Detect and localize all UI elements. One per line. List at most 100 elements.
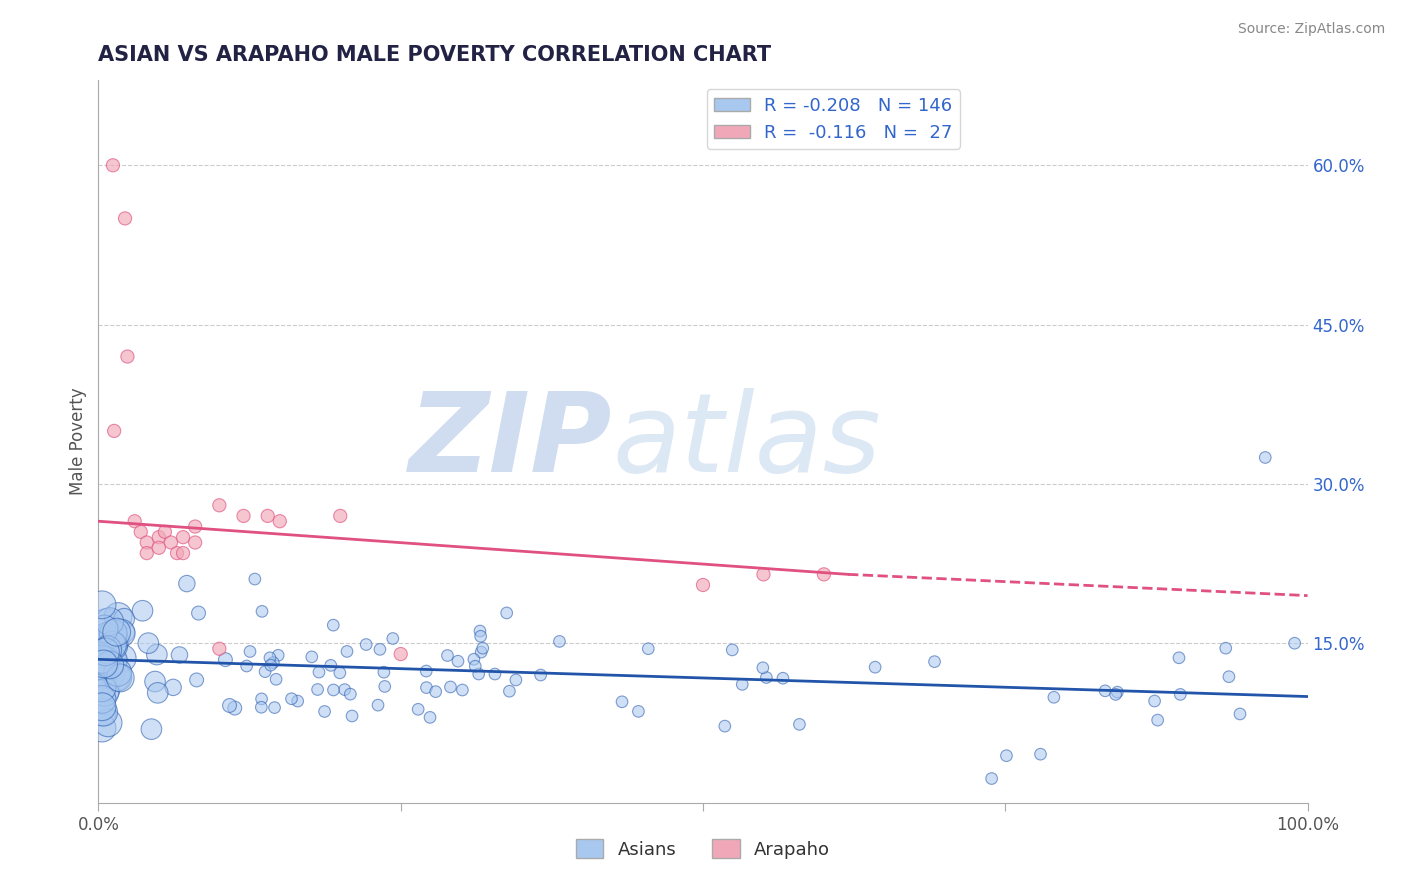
Point — [208, 641, 231, 656]
Point — [468, 624, 491, 638]
Point — [186, 673, 208, 687]
Point — [103, 653, 125, 667]
Point — [111, 651, 134, 665]
Point — [107, 670, 129, 684]
Point — [373, 665, 395, 680]
Point — [98, 668, 121, 682]
Point — [250, 700, 273, 714]
Point — [329, 508, 352, 523]
Point — [264, 673, 287, 687]
Point — [91, 692, 114, 706]
Point — [772, 671, 794, 685]
Point — [208, 498, 231, 512]
Point — [107, 665, 129, 680]
Point — [307, 682, 329, 697]
Point — [105, 670, 128, 684]
Point — [112, 612, 135, 626]
Point — [498, 684, 520, 698]
Point — [495, 606, 517, 620]
Point — [176, 576, 198, 591]
Point — [91, 705, 114, 719]
Point — [731, 677, 754, 691]
Point — [287, 694, 309, 708]
Point — [101, 638, 124, 652]
Point — [169, 648, 191, 662]
Point — [117, 350, 139, 364]
Point — [1215, 641, 1237, 656]
Point — [224, 701, 246, 715]
Point — [129, 524, 152, 539]
Point — [250, 604, 273, 618]
Point — [93, 705, 115, 719]
Point — [184, 519, 207, 533]
Point — [319, 658, 342, 673]
Point — [1218, 670, 1240, 684]
Point — [381, 632, 404, 646]
Point — [103, 626, 125, 640]
Point — [336, 644, 359, 658]
Point — [752, 567, 775, 582]
Point — [91, 643, 114, 657]
Point — [94, 653, 117, 667]
Point — [1043, 690, 1066, 705]
Text: ZIP: ZIP — [409, 388, 613, 495]
Point — [340, 709, 363, 723]
Point — [995, 748, 1018, 763]
Point — [610, 695, 633, 709]
Point — [415, 664, 437, 678]
Point — [187, 606, 209, 620]
Point — [135, 546, 157, 560]
Point — [162, 681, 184, 695]
Point — [250, 691, 273, 706]
Point — [96, 641, 118, 656]
Point — [374, 680, 396, 694]
Point — [436, 648, 458, 663]
Point — [329, 665, 352, 680]
Point — [110, 626, 132, 640]
Point — [91, 659, 114, 673]
Point — [308, 665, 330, 679]
Point — [104, 633, 127, 648]
Point — [484, 667, 506, 681]
Point — [101, 653, 124, 667]
Point — [91, 638, 114, 652]
Point — [94, 645, 117, 659]
Point — [467, 667, 489, 681]
Point — [138, 636, 160, 650]
Point — [471, 641, 494, 656]
Point — [141, 722, 163, 736]
Point — [94, 633, 117, 648]
Point — [91, 721, 114, 735]
Point — [470, 645, 492, 659]
Point — [243, 572, 266, 586]
Point — [368, 642, 391, 657]
Point — [143, 674, 166, 689]
Point — [259, 650, 281, 665]
Point — [406, 702, 429, 716]
Text: Source: ZipAtlas.com: Source: ZipAtlas.com — [1237, 22, 1385, 37]
Point — [269, 514, 291, 528]
Point — [1254, 450, 1277, 465]
Point — [214, 653, 236, 667]
Point — [692, 578, 714, 592]
Point — [267, 648, 290, 663]
Point — [98, 657, 121, 672]
Point — [863, 660, 886, 674]
Point — [98, 628, 121, 642]
Point — [419, 710, 441, 724]
Point — [813, 567, 835, 582]
Point — [755, 671, 778, 685]
Point — [1284, 636, 1306, 650]
Point — [256, 508, 278, 523]
Point — [314, 705, 336, 719]
Point — [91, 681, 114, 695]
Point — [470, 629, 492, 643]
Point — [172, 546, 194, 560]
Point — [451, 683, 474, 698]
Point — [94, 615, 117, 630]
Point — [110, 671, 132, 685]
Point — [91, 655, 114, 669]
Point — [425, 684, 447, 698]
Point — [93, 657, 115, 671]
Point — [135, 535, 157, 549]
